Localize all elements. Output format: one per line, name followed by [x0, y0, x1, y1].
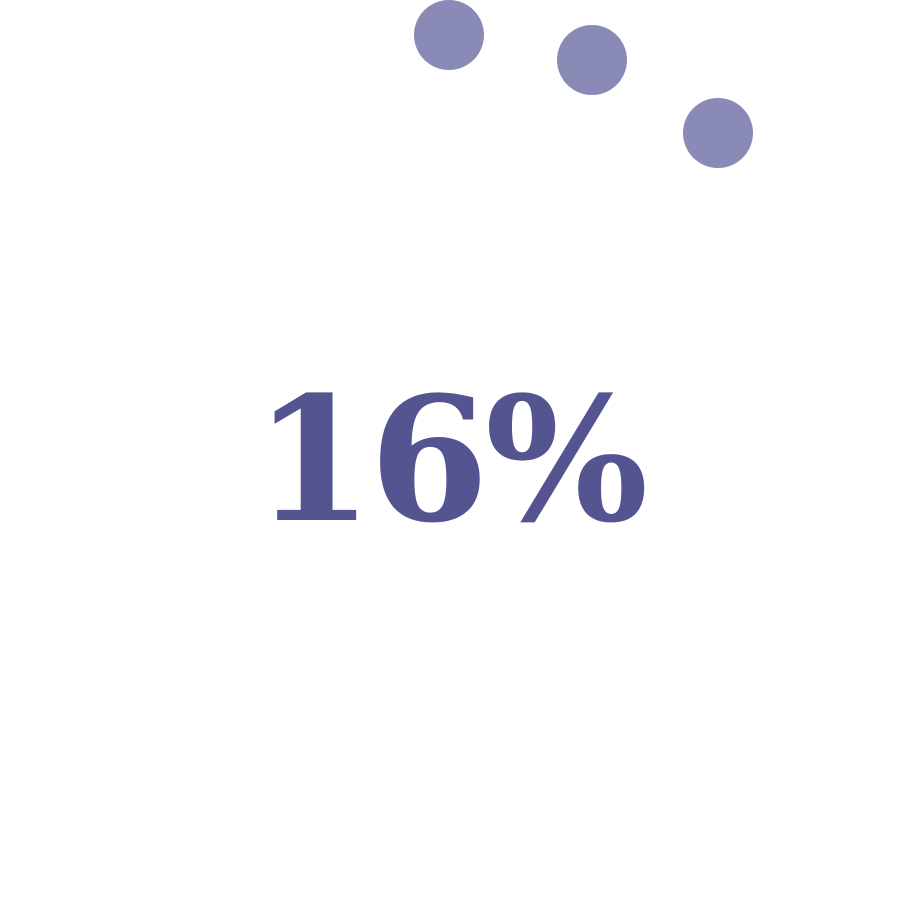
spinner-dot [557, 25, 627, 95]
spinner-dot [683, 98, 753, 168]
spinner-dot [414, 0, 484, 70]
progress-percentage: 16% [0, 360, 898, 560]
